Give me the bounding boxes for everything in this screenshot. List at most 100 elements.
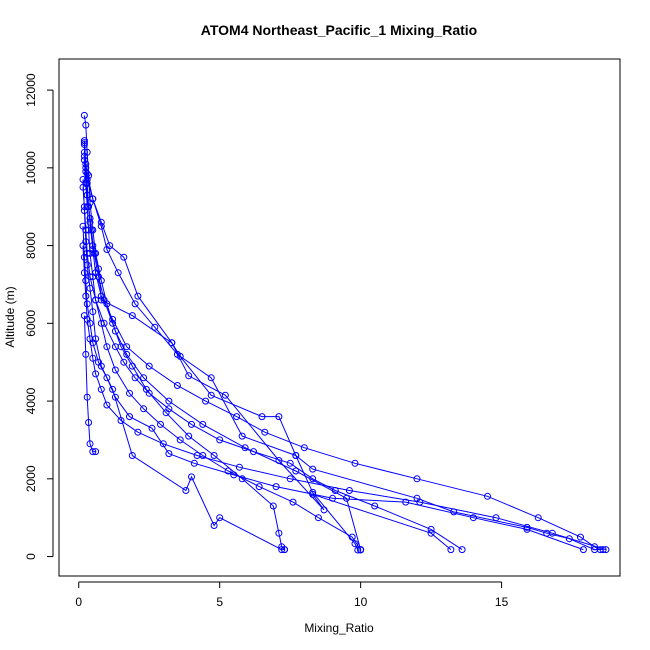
data-point	[165, 405, 173, 413]
data-point	[458, 546, 466, 554]
data-point	[83, 393, 91, 401]
data-point	[165, 397, 173, 405]
data-point	[131, 374, 139, 382]
data-point	[185, 372, 193, 380]
data-point	[427, 529, 435, 537]
data-point	[286, 459, 294, 467]
data-point	[80, 253, 88, 261]
data-point	[159, 440, 167, 448]
data-point	[309, 465, 317, 473]
data-point	[85, 419, 93, 426]
series-10	[79, 242, 610, 554]
data-point	[351, 459, 359, 467]
series-line	[83, 142, 601, 551]
series-line	[83, 144, 452, 550]
data-point	[92, 296, 100, 304]
data-point	[275, 413, 283, 421]
data-point	[261, 428, 269, 436]
data-point	[123, 343, 131, 351]
data-point	[173, 350, 181, 358]
data-point	[233, 413, 241, 421]
data-point	[292, 452, 300, 459]
data-point	[207, 374, 215, 382]
data-point	[109, 385, 117, 393]
data-point	[95, 358, 102, 366]
data-point	[114, 269, 122, 277]
data-point	[85, 172, 93, 180]
data-point	[278, 546, 286, 554]
data-point	[320, 506, 328, 514]
series-9	[79, 222, 587, 554]
series-line	[83, 156, 604, 551]
data-point	[89, 308, 97, 316]
x-tick-label: 15	[495, 595, 509, 609]
data-point	[427, 525, 435, 533]
data-point	[269, 502, 277, 510]
data-point	[216, 514, 224, 522]
data-point	[230, 471, 238, 479]
data-point	[345, 487, 353, 494]
data-point	[292, 467, 300, 475]
data-point	[357, 546, 365, 554]
data-point	[79, 242, 87, 250]
data-point	[97, 222, 105, 230]
data-point	[86, 284, 94, 292]
data-point	[145, 389, 153, 397]
data-point	[92, 448, 100, 456]
data-point	[111, 393, 119, 401]
data-point	[83, 176, 91, 183]
data-point	[216, 436, 224, 444]
data-point	[89, 354, 97, 362]
data-point	[272, 483, 280, 491]
data-point	[131, 300, 139, 308]
data-point	[202, 397, 210, 405]
data-point	[79, 222, 87, 230]
data-point	[221, 391, 229, 399]
data-point	[289, 498, 297, 506]
x-tick-label: 5	[216, 595, 223, 609]
data-point	[548, 529, 556, 537]
data-point	[343, 494, 350, 502]
data-point	[599, 546, 607, 554]
data-point	[354, 546, 362, 554]
data-point	[82, 292, 90, 300]
data-point	[134, 428, 142, 436]
data-point	[117, 417, 125, 424]
data-point	[402, 498, 410, 506]
y-tick-label: 8000	[24, 232, 38, 259]
series-5	[79, 183, 466, 554]
data-point	[602, 546, 610, 554]
data-point	[314, 514, 322, 522]
data-point	[82, 350, 90, 358]
data-point	[329, 494, 336, 502]
series-8	[79, 176, 288, 554]
data-point	[128, 452, 136, 459]
series-4	[80, 152, 607, 554]
data-point	[579, 546, 587, 554]
series-12	[80, 312, 100, 456]
data-point	[207, 391, 215, 399]
y-tick-label: 4000	[24, 387, 38, 414]
data-point	[275, 529, 283, 537]
data-point	[103, 374, 111, 382]
data-point	[469, 514, 477, 522]
data-point	[371, 502, 379, 510]
data-point	[80, 207, 88, 215]
data-point	[111, 343, 119, 351]
data-point	[83, 148, 91, 156]
y-axis: 0 2000 4000 6000 8000 10000 12000	[24, 73, 54, 560]
data-point	[309, 488, 317, 496]
y-tick-label: 2000	[24, 465, 38, 492]
data-point	[123, 350, 131, 358]
data-point	[86, 214, 94, 222]
data-point	[173, 382, 181, 389]
data-point	[120, 358, 128, 366]
data-point	[238, 432, 246, 440]
data-point	[80, 269, 88, 277]
data-point	[97, 277, 105, 285]
data-point	[80, 111, 88, 119]
data-point	[103, 246, 111, 253]
data-point	[126, 389, 133, 397]
x-axis-label: Mixing_Ratio	[304, 621, 374, 635]
